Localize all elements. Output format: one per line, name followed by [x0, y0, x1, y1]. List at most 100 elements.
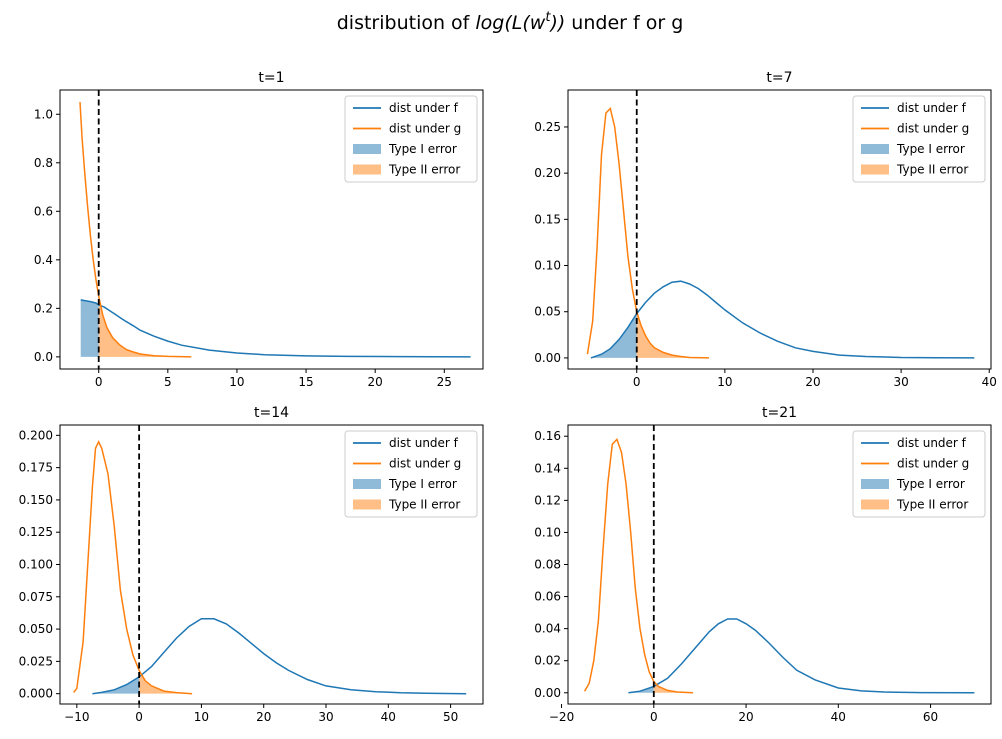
x-tick-label: 10	[194, 710, 209, 724]
y-tick-label: 0.06	[534, 590, 561, 604]
legend-item-type1: Type I error	[861, 477, 965, 491]
x-tick-label: −20	[549, 710, 574, 724]
legend-label: Type I error	[896, 142, 965, 156]
x-tick-label: 20	[738, 710, 753, 724]
dist-f-line	[92, 618, 467, 695]
legend-swatch-box	[353, 479, 381, 489]
legend-item-f: dist under f	[861, 436, 967, 450]
legend-item-f: dist under f	[353, 101, 459, 115]
legend-frame	[852, 430, 986, 518]
legend-item-g: dist under g	[353, 122, 461, 136]
plot-area	[586, 90, 975, 369]
legend-frame	[344, 430, 478, 518]
y-tick-label: 0.050	[19, 622, 53, 636]
y-tick-label: 0.125	[19, 525, 53, 539]
legend-item-type1: Type I error	[861, 142, 965, 156]
y-tick-label: 0.12	[534, 493, 561, 507]
legend-swatch-box	[353, 499, 381, 510]
legend-label: Type I error	[896, 477, 965, 491]
x-tick-label: 40	[381, 710, 396, 724]
legend-item-g: dist under g	[861, 122, 969, 136]
y-tick-label: 0.05	[534, 305, 561, 319]
legend-item-f: dist under f	[861, 101, 967, 115]
x-tick-label: 20	[368, 375, 383, 389]
type1-error-area	[92, 676, 140, 694]
y-tick-label: 0.10	[534, 259, 561, 273]
legend-label: Type II error	[896, 498, 968, 512]
x-tick-label: 60	[923, 710, 938, 724]
x-tick-label: 5	[164, 375, 172, 389]
x-tick-label: 40	[982, 375, 997, 389]
legend-label: dist under f	[389, 436, 459, 450]
x-tick-label: 0	[95, 375, 103, 389]
x-tick-label: −10	[64, 710, 89, 724]
legend-label: dist under g	[389, 457, 461, 471]
y-tick-label: 0.4	[34, 253, 53, 267]
legend-item-f: dist under f	[353, 436, 459, 450]
legend-swatch-box	[861, 164, 889, 175]
type2-error-area	[139, 670, 193, 694]
panel-3: −10 0 10 20 30 40 50 0.000 0.025 0.050 0.075 0.100 0…	[19, 405, 484, 724]
dist-g-line	[583, 438, 694, 694]
legend-item-type2: Type II error	[861, 163, 968, 177]
legend: dist under f dist under g Type I error Type…	[852, 430, 986, 518]
legend-frame	[852, 95, 986, 183]
y-tick-label: 0.075	[19, 590, 53, 604]
legend-item-type2: Type II error	[353, 163, 460, 177]
subplot-title: t=21	[762, 405, 797, 421]
dist-f-line	[80, 299, 471, 358]
y-tick-label: 0.6	[34, 204, 53, 218]
y-tick-label: 1.0	[34, 107, 53, 121]
type1-error-area	[628, 686, 654, 693]
x-tick-label: 25	[437, 375, 452, 389]
y-tick-label: 0.175	[19, 461, 53, 475]
y-tick-label: 0.025	[19, 654, 53, 668]
legend-frame	[344, 95, 478, 183]
subplot-title: t=1	[258, 70, 284, 86]
type2-error-area	[653, 681, 694, 693]
dist-f-line	[590, 280, 975, 359]
y-tick-label: 0.100	[19, 558, 53, 572]
dist-f-line	[628, 618, 975, 694]
legend-label: Type II error	[388, 163, 460, 177]
legend-swatch-box	[861, 144, 889, 154]
y-tick-label: 0.25	[534, 120, 561, 134]
type1-error-area	[590, 313, 637, 358]
legend-label: dist under g	[389, 122, 461, 136]
type1-error-area	[80, 299, 99, 357]
y-tick-label: 0.00	[534, 686, 561, 700]
y-tick-label: 0.150	[19, 493, 53, 507]
legend-item-g: dist under g	[353, 457, 461, 471]
y-tick-label: 0.16	[534, 429, 561, 443]
y-tick-label: 0.08	[534, 558, 561, 572]
legend-swatch-box	[861, 479, 889, 489]
x-tick-label: 40	[831, 710, 846, 724]
y-tick-label: 0.20	[534, 166, 561, 180]
figure-title: distribution of log(L(wt)) under f or g	[337, 10, 684, 34]
plot-area	[73, 425, 467, 704]
y-tick-label: 0.8	[34, 156, 53, 170]
x-tick-label: 20	[256, 710, 271, 724]
x-tick-label: 30	[318, 710, 333, 724]
panel-2: 0 10 20 30 40 0.00 0.05 0.10 0.15 0.20 0.25 t=7 dist…	[534, 70, 997, 389]
legend: dist under f dist under g Type I error Type…	[344, 95, 478, 183]
x-tick-label: 0	[633, 375, 641, 389]
legend-item-g: dist under g	[861, 457, 969, 471]
x-tick-label: 30	[893, 375, 908, 389]
y-tick-label: 0.02	[534, 654, 561, 668]
type2-error-area	[98, 296, 192, 357]
legend: dist under f dist under g Type I error Type…	[852, 95, 986, 183]
panel-4: −20 0 20 40 60 0.00 0.02 0.04 0.06 0.08 0.10 0.12 0.…	[534, 405, 992, 724]
type2-error-area	[636, 311, 709, 358]
x-tick-label: 10	[717, 375, 732, 389]
legend-label: dist under g	[897, 457, 969, 471]
dist-g-line	[586, 106, 710, 359]
y-tick-label: 0.0	[34, 350, 53, 364]
x-tick-label: 0	[650, 710, 658, 724]
y-tick-label: 0.04	[534, 622, 561, 636]
legend-item-type2: Type II error	[353, 498, 460, 512]
x-tick-label: 0	[135, 710, 143, 724]
legend-label: dist under f	[389, 101, 459, 115]
legend: dist under f dist under g Type I error Type…	[344, 430, 478, 518]
plot-area	[583, 425, 975, 704]
